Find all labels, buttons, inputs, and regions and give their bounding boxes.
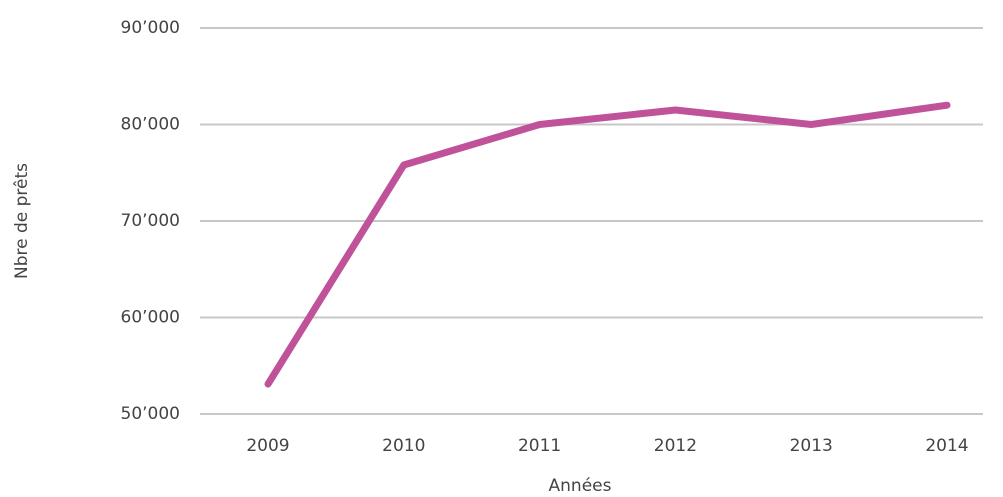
x-tick-label: 2012	[654, 436, 697, 456]
x-tick-label: 2014	[925, 436, 968, 456]
y-tick-label: 90’000	[121, 18, 180, 38]
x-tick-label: 2013	[790, 436, 833, 456]
x-tick-label: 2011	[518, 436, 561, 456]
x-axis-label: Années	[549, 476, 612, 496]
line	[264, 101, 951, 388]
y-tick-label: 70’000	[121, 211, 180, 231]
x-tick-label: 2010	[382, 436, 425, 456]
y-tick-label: 80’000	[121, 115, 180, 135]
y-tick-label: 60’000	[121, 308, 180, 328]
x-tick-label: 2009	[246, 436, 289, 456]
y-tick-label: 50’000	[121, 404, 180, 424]
y-axis-label: Nbre de prêts	[12, 163, 32, 279]
